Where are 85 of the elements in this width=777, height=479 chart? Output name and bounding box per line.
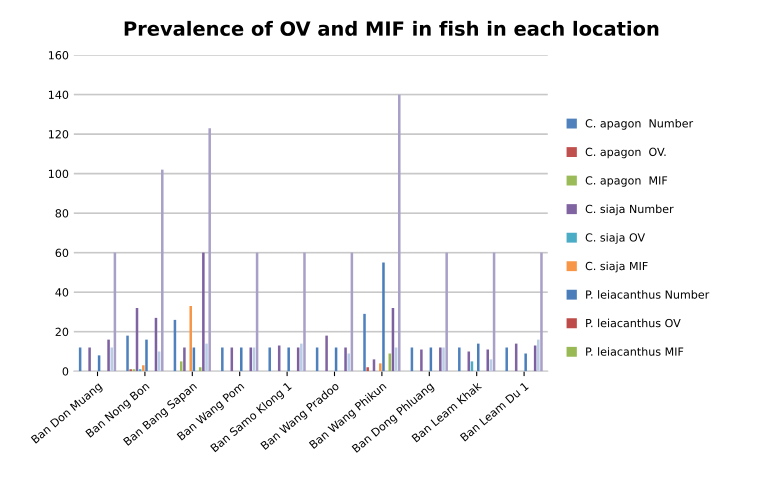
bar [205,344,208,372]
bar [278,346,280,372]
bar [477,344,480,372]
bar [202,252,205,372]
bar [110,348,113,372]
y-tick-label: 80 [56,209,68,218]
bar [183,348,186,372]
bar [442,348,445,372]
bar [88,348,91,372]
bar [388,353,392,372]
bar [174,320,176,372]
bar [145,340,148,372]
bar [158,351,160,372]
bar [537,340,540,372]
bar [363,314,366,372]
bar [180,361,183,372]
y-tick-label: 60 [56,248,68,258]
legend-label: C. apagon OV. [586,148,666,158]
bar [486,349,490,372]
y-tick-label: 140 [48,90,68,99]
bar [221,348,224,372]
bar [514,344,518,372]
bar [142,365,145,372]
bar [458,348,461,372]
legend-label: C. apagon MIF [586,176,668,187]
bar [445,252,448,372]
bar [350,252,354,372]
bar [347,353,350,372]
legend-label: C. siaja Number [586,204,674,216]
bar [379,363,382,372]
y-tick-label: 0 [62,367,68,376]
y-tick-label: 120 [48,130,68,138]
bar [439,348,442,372]
bar [470,361,474,372]
bar [392,308,394,372]
bar [420,349,423,372]
bar [344,348,347,372]
legend-label: P. leiacanthus Number [586,290,710,299]
bar [468,351,470,372]
bar [256,252,258,372]
bar [252,348,256,372]
bar [492,252,496,372]
bar [316,348,318,372]
bar [410,348,414,372]
bar [107,340,110,372]
bar [208,128,211,372]
bar [268,348,271,372]
bar [250,348,252,372]
bar [161,170,164,372]
bar [98,355,100,372]
bar [154,318,158,372]
legend-label: C. apagon Number [586,118,694,130]
bar [303,252,306,372]
y-tick-label: 20 [56,328,68,336]
bar [430,348,432,372]
bar [490,359,492,372]
chart-title: Prevalence of OV and MIF in fish in each location [124,20,658,36]
bar [287,348,290,372]
bar [540,252,543,372]
y-tick-label: 100 [48,170,68,178]
bar [505,348,508,372]
bar [296,348,300,372]
bar [192,348,196,372]
y-tick-label: 160 [48,51,68,60]
bar [78,348,82,372]
bar [372,359,376,372]
legend-label: C. siaja MIF [586,262,648,272]
bar [126,336,129,372]
y-tick-label: 40 [55,288,68,297]
bar [189,306,192,372]
legend-label: P. leiacanthus MIF [586,347,684,356]
bar [524,353,527,372]
legend-label: C. siaja OV [586,233,646,244]
bar [325,336,328,372]
bar [230,348,234,372]
bar [534,346,536,372]
bar [136,308,138,372]
bar [300,344,303,372]
bar [398,94,401,372]
bar [382,262,385,372]
bar [240,348,243,372]
bar [114,252,116,372]
bar [394,348,398,372]
legend-label: P. leiacanthus OV [586,318,681,328]
bar [334,348,338,372]
